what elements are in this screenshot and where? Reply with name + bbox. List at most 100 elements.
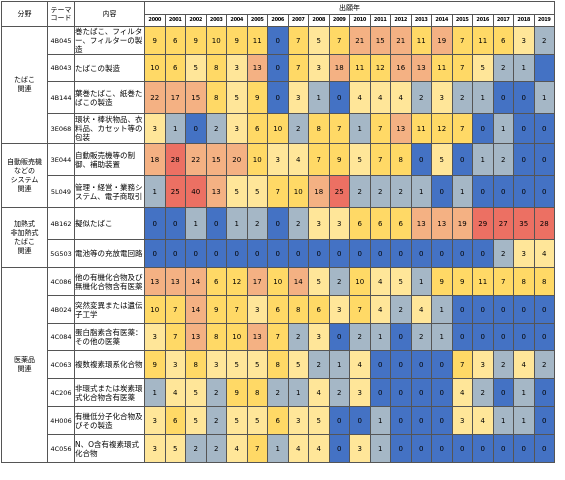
value-cell: 0 [533, 175, 555, 208]
value-cell: 7 [287, 26, 309, 55]
value-cell: 0 [513, 81, 535, 114]
value-cell: 7 [226, 295, 248, 324]
value-cell: 6 [164, 26, 186, 55]
content-cell: 管理・経営・業務システム、電子商取引 [74, 175, 145, 208]
value-cell: 3 [349, 434, 371, 463]
value-cell: 0 [390, 434, 412, 463]
value-cell: 0 [369, 378, 391, 407]
value-cell: 1 [328, 350, 350, 379]
value-cell: 6 [164, 406, 186, 435]
year-header: 2014 [431, 13, 453, 27]
value-cell: 0 [513, 175, 535, 208]
value-cell: 0 [226, 239, 248, 268]
content-cell: 非環式または炭素環式化合物含有医薬 [74, 378, 145, 407]
content-cell: 他の有機化合物及び無機化合物含有医薬 [74, 267, 145, 296]
table-row: 3E068 環状・棒状物品、衣料品、カセット等の包装 3 1 0 2 3 6 10 2 8 7 1 7 13… [2, 113, 555, 144]
value-cell: 7 [349, 295, 371, 324]
value-cell: 5 [472, 54, 494, 82]
value-cell: 8 [185, 350, 207, 379]
value-cell: 14 [287, 267, 309, 296]
value-cell: 7 [328, 26, 350, 55]
value-cell: 0 [492, 378, 514, 407]
value-cell: 0 [390, 239, 412, 268]
header-content: 内容 [74, 1, 145, 27]
value-cell: 0 [390, 323, 412, 351]
value-cell: 14 [185, 267, 207, 296]
year-header: 2012 [390, 13, 412, 27]
table-row: 4B043 たばこの製造 10 6 5 8 3 13 0 7 3 18 11 12 16 13 11 7 5 2 1 [2, 54, 555, 82]
value-cell: 2 [492, 54, 514, 82]
value-cell: 12 [431, 113, 453, 144]
value-cell: 7 [328, 113, 350, 144]
value-cell: 1 [431, 295, 453, 324]
value-cell: 40 [185, 175, 207, 208]
value-cell: 0 [185, 113, 207, 144]
value-cell: 1 [369, 323, 391, 351]
value-cell: 3 [431, 81, 453, 114]
value-cell: 5 [185, 406, 207, 435]
value-cell: 7 [246, 434, 268, 463]
year-header: 2000 [144, 13, 166, 27]
value-cell: 19 [431, 26, 453, 55]
value-cell: 7 [451, 113, 473, 144]
value-cell: 7 [451, 54, 473, 82]
value-cell: 0 [451, 323, 473, 351]
heatmap-grid: 分野 テーマ コード 内容 出願年 2000 2001 2002 2003 2004 20… [1, 1, 555, 463]
value-cell: 1 [513, 406, 535, 435]
value-cell: 2 [246, 207, 268, 240]
value-cell: 4 [472, 406, 494, 435]
value-cell: 15 [369, 26, 391, 55]
value-cell [533, 54, 555, 82]
value-cell: 3 [226, 113, 248, 144]
theme-code-cell: 4B144 [47, 81, 75, 114]
value-cell: 8 [205, 323, 227, 351]
value-cell: 3 [328, 295, 350, 324]
value-cell: 2 [287, 113, 309, 144]
value-cell: 0 [513, 323, 535, 351]
value-cell: 3 [205, 350, 227, 379]
value-cell: 0 [472, 113, 494, 144]
value-cell: 1 [226, 207, 248, 240]
value-cell: 2 [205, 113, 227, 144]
value-cell: 7 [369, 143, 391, 176]
year-header: 2017 [492, 13, 514, 27]
value-cell: 4 [164, 378, 186, 407]
value-cell: 3 [513, 26, 535, 55]
value-cell: 0 [472, 323, 494, 351]
value-cell: 11 [472, 267, 494, 296]
value-cell: 3 [287, 81, 309, 114]
value-cell: 1 [451, 175, 473, 208]
table-row: 4C206 非環式または炭素環式化合物含有医薬 1 4 5 2 9 8 2 1 4 2 3 0 0 0 0 4 2 0… [2, 378, 555, 407]
theme-code-cell: 4C084 [47, 323, 75, 351]
year-header: 2016 [472, 13, 494, 27]
value-cell: 1 [267, 434, 289, 463]
value-cell: 6 [369, 207, 391, 240]
value-cell: 0 [533, 406, 555, 435]
value-cell: 5 [308, 406, 330, 435]
value-cell: 0 [451, 295, 473, 324]
table-row: 4C063 複数複素環系化合物 9 3 8 3 5 5 8 5 2 1 4 0 0 0 0 7 3 2 4 2 [2, 350, 555, 379]
year-header: 2013 [410, 13, 432, 27]
value-cell: 0 [369, 239, 391, 268]
value-cell: 0 [246, 239, 268, 268]
value-cell: 5 [431, 143, 453, 176]
value-cell: 11 [246, 26, 268, 55]
value-cell: 3 [246, 295, 268, 324]
year-header: 2007 [287, 13, 309, 27]
value-cell: 5 [308, 267, 330, 296]
value-cell: 10 [287, 175, 309, 208]
value-cell: 2 [205, 434, 227, 463]
value-cell: 28 [164, 143, 186, 176]
value-cell: 9 [205, 295, 227, 324]
value-cell: 2 [308, 350, 330, 379]
theme-code-cell: 4B045 [47, 26, 75, 55]
value-cell: 8 [205, 54, 227, 82]
value-cell: 5 [226, 350, 248, 379]
value-cell: 0 [533, 434, 555, 463]
value-cell: 2 [287, 323, 309, 351]
value-cell: 0 [144, 207, 166, 240]
value-cell: 4 [287, 143, 309, 176]
value-cell: 5 [349, 143, 371, 176]
table-row: 4C084 蛋白脂素含有医薬：その他の医薬 3 7 13 8 10 13 7 2 3 0 2 1 0 2 1 0 0… [2, 323, 555, 351]
value-cell: 2 [349, 323, 371, 351]
